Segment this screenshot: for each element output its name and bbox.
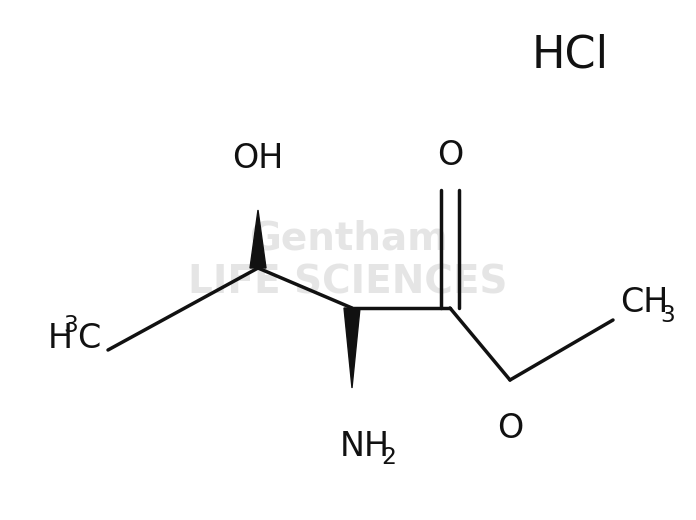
Polygon shape (250, 210, 266, 268)
Polygon shape (344, 308, 360, 388)
Text: C: C (77, 321, 100, 355)
Text: 3: 3 (660, 305, 674, 328)
Text: H: H (48, 321, 73, 355)
Text: NH: NH (340, 430, 390, 463)
Text: OH: OH (232, 142, 284, 175)
Text: O: O (497, 412, 523, 445)
Text: Gentham
LIFE SCIENCES: Gentham LIFE SCIENCES (188, 219, 508, 301)
Text: HCl: HCl (532, 33, 608, 76)
Text: CH: CH (620, 285, 668, 318)
Text: 2: 2 (381, 446, 396, 469)
Text: O: O (437, 139, 463, 172)
Text: 3: 3 (63, 314, 78, 336)
